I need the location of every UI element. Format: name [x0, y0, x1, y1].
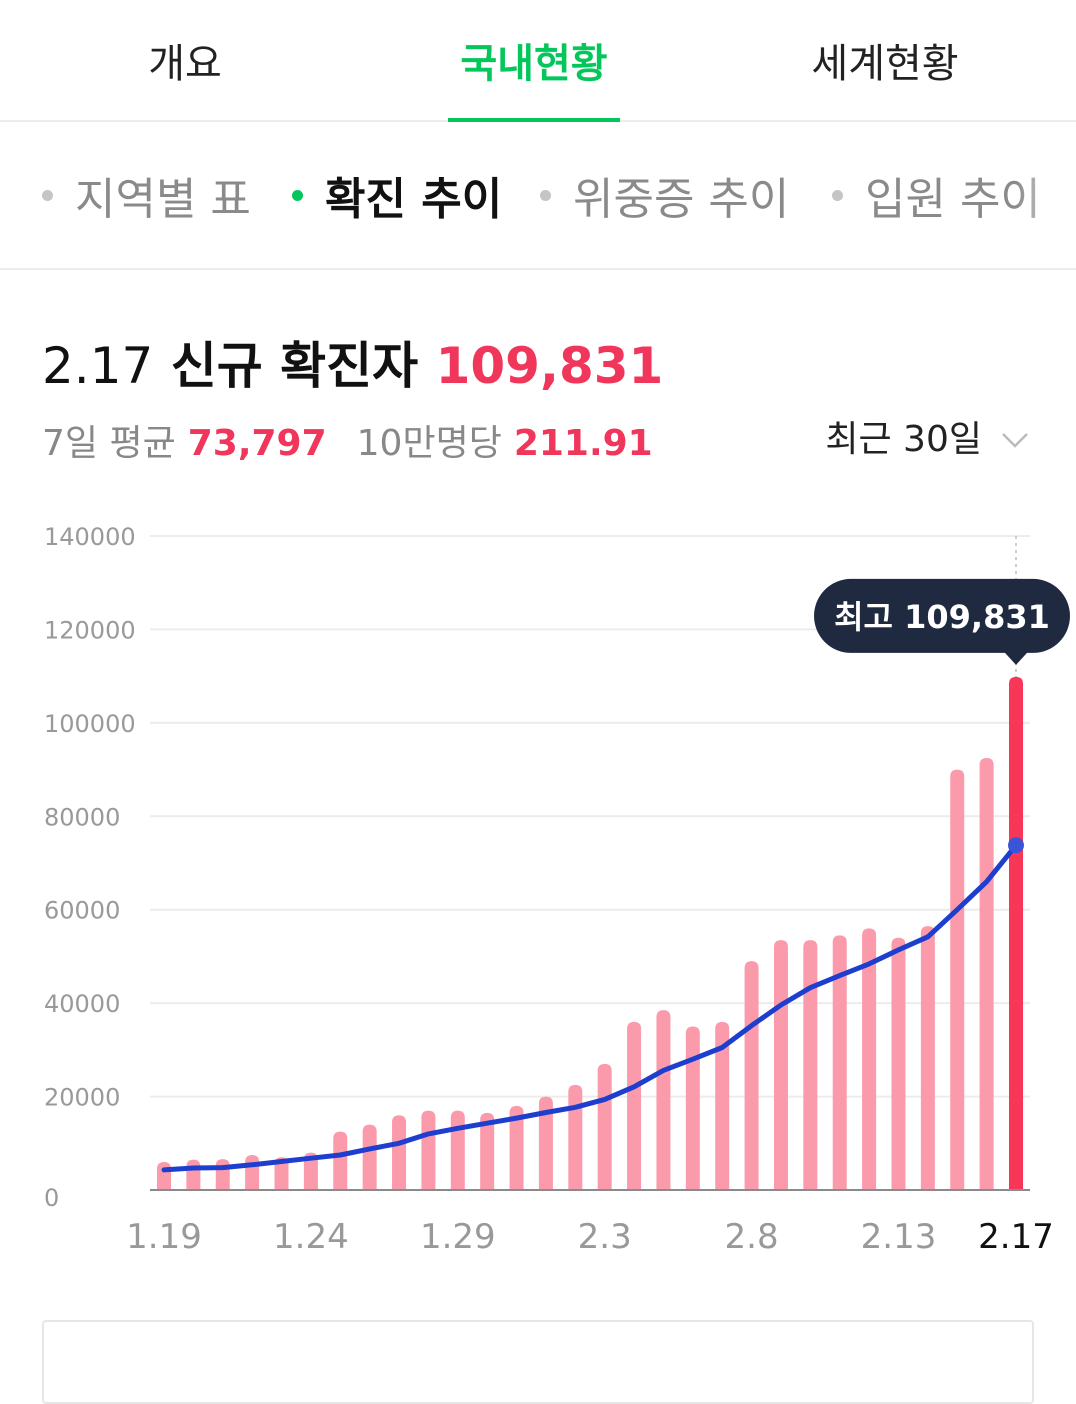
bar — [1009, 676, 1023, 1190]
y-tick-label: 20000 — [44, 1084, 120, 1112]
y-tick-label: 40000 — [44, 990, 120, 1018]
subtab-label: 지역별 표 — [75, 174, 251, 225]
page-title: 2.17 신규 확진자 109,831 — [42, 333, 663, 399]
bar — [362, 1124, 377, 1190]
bar — [215, 1159, 230, 1190]
bar — [538, 1096, 553, 1190]
y-tick-label: 120000 — [44, 616, 136, 644]
bar — [509, 1105, 524, 1190]
y-tick-label: 80000 — [44, 803, 120, 831]
period-label: 최근 30일 — [825, 419, 982, 460]
subtab-label: 위중증 추이 — [573, 174, 790, 225]
bar — [568, 1084, 583, 1190]
bullet-icon — [42, 189, 53, 201]
bullet-icon — [292, 189, 303, 201]
bar — [656, 1010, 671, 1190]
x-tick-label: 1.29 — [420, 1217, 496, 1257]
avg-line — [161, 842, 1019, 1173]
bar — [597, 1063, 612, 1190]
x-tick-label: 1.24 — [273, 1217, 349, 1257]
per100k-value: 211.91 — [513, 423, 653, 464]
bar — [773, 940, 788, 1190]
subtab-label: 입원 추이 — [865, 174, 1041, 225]
avg-endpoint — [1008, 837, 1024, 854]
subtab-confirmed-trend[interactable]: 확진 추이 — [292, 122, 502, 268]
subtab-label: 확진 추이 — [325, 174, 503, 225]
chevron-down-icon — [1002, 433, 1028, 448]
y-tick-label: 140000 — [44, 523, 136, 551]
confirmed-chart: 0 20000 40000 60000 80000 100000 120000 140000 최… — [0, 500, 1076, 1280]
per100k-label: 10만명당 — [356, 423, 502, 464]
x-tick-label: 2.17 — [978, 1217, 1054, 1257]
tab-domestic[interactable]: 국내현황 — [448, 0, 620, 122]
sub-tab-bar: 지역별 표 확진 추이 위중증 추이 입원 추이 — [0, 122, 1076, 270]
avg-value: 73,797 — [187, 423, 327, 464]
bar — [480, 1112, 495, 1190]
x-tick-label: 2.13 — [861, 1217, 937, 1257]
scroll-fade — [1016, 122, 1076, 268]
subtab-hospital-trend[interactable]: 입원 추이 — [832, 122, 1041, 268]
tab-world[interactable]: 세계현황 — [811, 41, 959, 87]
bar — [950, 769, 965, 1190]
info-card — [42, 1320, 1034, 1404]
bar — [333, 1131, 348, 1190]
subtab-critical-trend[interactable]: 위중증 추이 — [540, 122, 789, 268]
bar — [979, 757, 994, 1190]
bar — [627, 1021, 642, 1190]
headline-title: 신규 확진자 — [170, 337, 419, 395]
bar — [862, 928, 877, 1190]
x-tick-label: 1.19 — [126, 1217, 202, 1257]
bar — [685, 1026, 700, 1190]
x-tick-label: 2.3 — [578, 1217, 632, 1257]
bar — [715, 1021, 730, 1190]
avg-label: 7일 평균 — [42, 423, 176, 464]
bar — [421, 1110, 436, 1190]
tab-overview[interactable]: 개요 — [148, 41, 222, 87]
bar — [274, 1157, 289, 1190]
bar — [744, 961, 759, 1190]
y-tick-label: 0 — [44, 1184, 59, 1212]
bar — [450, 1110, 465, 1190]
bar — [186, 1159, 201, 1190]
y-tick-label: 60000 — [44, 897, 120, 925]
x-tick-label: 2.8 — [725, 1217, 779, 1257]
stats-line: 7일 평균 73,797 10만명당 211.91 — [42, 418, 653, 470]
headline-value: 109,831 — [435, 337, 664, 395]
top-tab-bar: 개요 국내현황 세계현황 — [0, 0, 1076, 122]
bar — [891, 937, 906, 1190]
bar — [920, 926, 935, 1190]
headline-date: 2.17 — [42, 337, 154, 395]
bar — [157, 1161, 171, 1190]
subtab-region-table[interactable]: 지역별 표 — [42, 122, 251, 268]
period-dropdown[interactable]: 최근 30일 — [825, 414, 1030, 466]
bar — [803, 940, 818, 1190]
bar — [392, 1115, 407, 1190]
highlight-tooltip — [814, 578, 1070, 665]
highlight-label: 최고 109,831 — [834, 598, 1050, 636]
y-tick-label: 100000 — [44, 710, 136, 738]
bar — [303, 1152, 318, 1190]
bar — [832, 935, 847, 1190]
chart-svg: 0 20000 40000 60000 80000 100000 120000 140000 최… — [44, 523, 1070, 1257]
bullet-icon — [832, 189, 843, 201]
bar — [245, 1154, 260, 1190]
bullet-icon — [540, 189, 551, 201]
